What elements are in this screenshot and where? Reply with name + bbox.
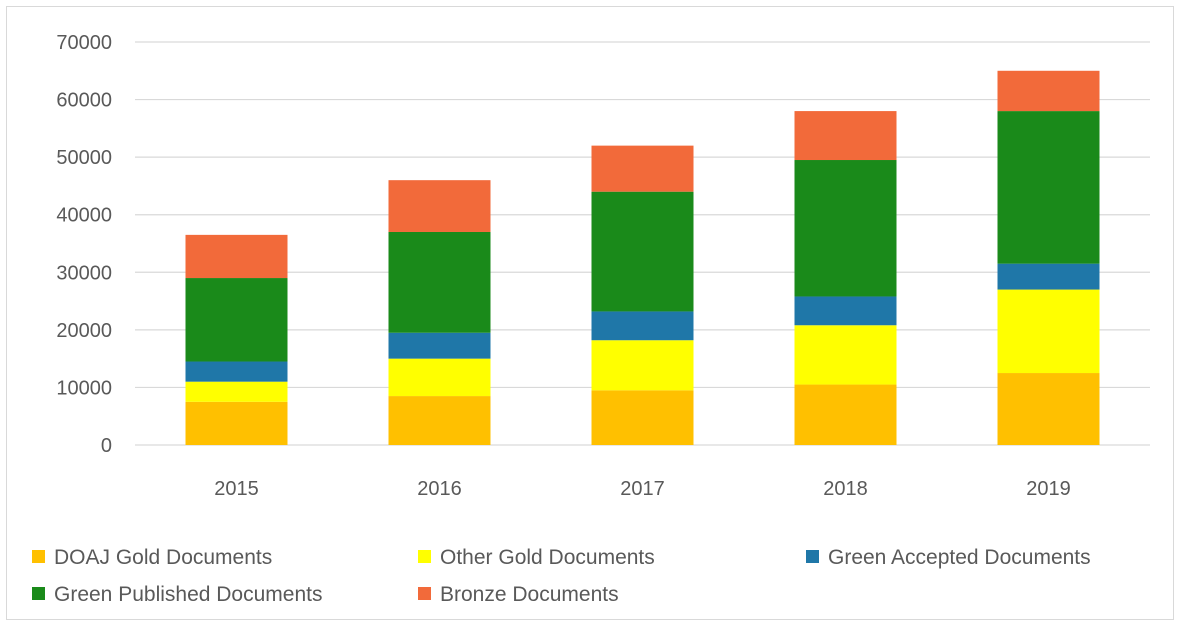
y-tick-label: 60000 [56, 90, 112, 112]
bar-segment [388, 358, 491, 397]
bar-segment [388, 332, 491, 359]
x-tick-label: 2016 [417, 478, 462, 500]
bar-segment [591, 390, 694, 445]
legend-label: DOAJ Gold Documents [54, 546, 272, 569]
y-tick-label: 20000 [56, 320, 112, 342]
legend-label: Green Accepted Documents [828, 546, 1091, 569]
bar-segment [185, 381, 288, 402]
bar-segment [591, 191, 694, 312]
y-tick-label: 70000 [56, 32, 112, 54]
bar-segment [794, 325, 897, 385]
bar-segment [997, 70, 1100, 112]
y-tick-label: 50000 [56, 147, 112, 169]
bar-segment [388, 180, 491, 232]
legend-swatch [32, 587, 45, 600]
y-tick-label: 30000 [56, 262, 112, 284]
bar-segment [185, 361, 288, 382]
y-tick-label: 0 [101, 435, 112, 457]
legend-item: Other Gold Documents [418, 546, 655, 569]
bar-segment [388, 231, 491, 333]
x-tick-label: 2017 [620, 478, 665, 500]
bar-segment [591, 311, 694, 341]
bar-segment [185, 234, 288, 279]
legend-label: Other Gold Documents [440, 546, 655, 569]
bar-segment [591, 145, 694, 192]
bar-segment [794, 111, 897, 161]
y-axis-tick-labels: 0 10000 20000 30000 40000 50000 60000 70000 [56, 32, 112, 457]
bar-segment [997, 263, 1100, 290]
legend-label: Bronze Documents [440, 583, 619, 606]
x-tick-label: 2019 [1026, 478, 1071, 500]
bar-segment [794, 384, 897, 445]
legend-swatch [806, 550, 819, 563]
legend-item: Green Published Documents [32, 583, 322, 606]
bars [185, 70, 1100, 445]
x-tick-label: 2018 [823, 478, 868, 500]
bar-segment [185, 278, 288, 362]
legend: DOAJ Gold Documents Other Gold Documents G… [32, 546, 1091, 606]
bar-segment [794, 296, 897, 326]
bar-segment [794, 160, 897, 297]
y-tick-label: 10000 [56, 377, 112, 399]
bar-segment [185, 401, 288, 445]
legend-item: Green Accepted Documents [806, 546, 1091, 569]
legend-swatch [418, 550, 431, 563]
legend-item: Bronze Documents [418, 583, 619, 606]
x-axis-tick-labels: 2015 2016 2017 2018 2019 [214, 478, 1071, 500]
y-tick-label: 40000 [56, 205, 112, 227]
bar-segment [388, 396, 491, 445]
bar-segment [997, 373, 1100, 445]
bar-segment [997, 289, 1100, 374]
legend-item: DOAJ Gold Documents [32, 546, 272, 569]
x-tick-label: 2015 [214, 478, 259, 500]
bar-segment [997, 111, 1100, 264]
legend-swatch [32, 550, 45, 563]
bar-segment [591, 340, 694, 391]
legend-label: Green Published Documents [54, 583, 322, 606]
legend-swatch [418, 587, 431, 600]
